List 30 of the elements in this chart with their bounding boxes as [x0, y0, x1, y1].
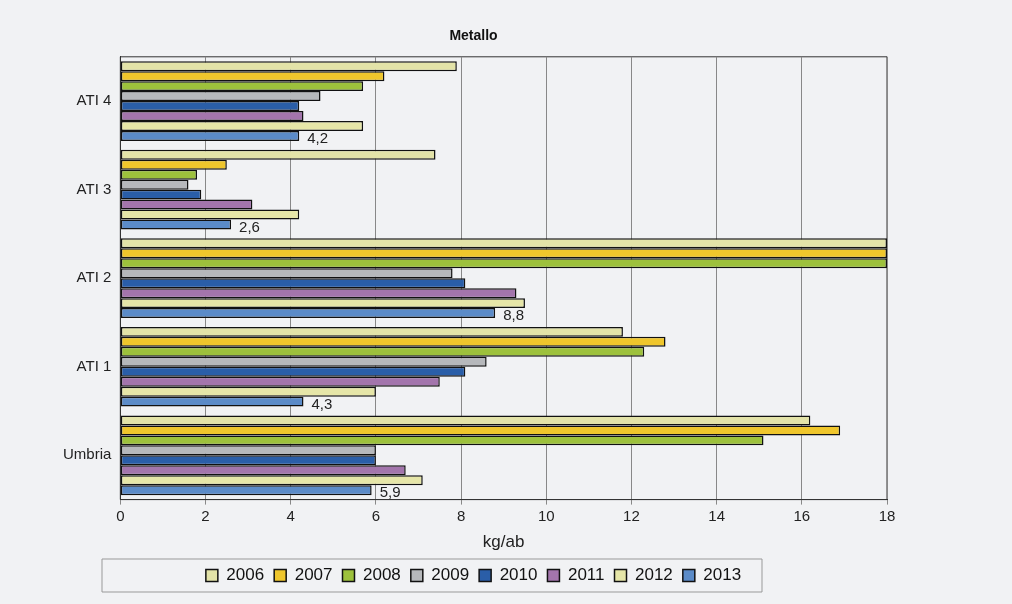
x-tick-label: 12 [623, 506, 640, 524]
data-label: 8,8 [503, 306, 525, 324]
data-label: 4,2 [307, 129, 329, 147]
data-label: 2,6 [239, 217, 260, 235]
y-tick-label: ATI 3 [76, 179, 112, 197]
legend-label: 2008 [362, 565, 401, 585]
x-tick-label: 14 [708, 506, 725, 524]
x-tick-label: 6 [371, 506, 381, 524]
x-tick-label: 4 [286, 506, 295, 524]
legend-label: 2012 [635, 565, 673, 585]
x-tick-label: 10 [537, 506, 555, 524]
x-tick-label: 18 [878, 506, 896, 524]
legend-label: 2007 [294, 565, 333, 585]
chart-title: Metallo [449, 27, 498, 44]
legend-label: 2013 [703, 565, 742, 585]
y-tick-label: ATI 4 [76, 91, 112, 109]
x-tick-label: 0 [116, 506, 125, 524]
x-tick-label: 2 [201, 506, 210, 524]
legend-label: 2006 [226, 565, 265, 585]
data-label: 4,3 [311, 394, 333, 412]
y-tick-label: Umbria [63, 445, 112, 463]
y-tick-label: ATI 2 [76, 268, 112, 286]
x-tick-label: 16 [793, 506, 811, 524]
legend-label: 2009 [431, 565, 470, 585]
legend-label: 2010 [499, 565, 538, 585]
x-tick-label: 8 [456, 506, 466, 524]
y-tick-label: ATI 1 [76, 356, 112, 374]
data-label: 5,9 [379, 483, 401, 501]
x-axis-title: kg/ab [482, 532, 525, 552]
legend-label: 2011 [567, 565, 605, 585]
